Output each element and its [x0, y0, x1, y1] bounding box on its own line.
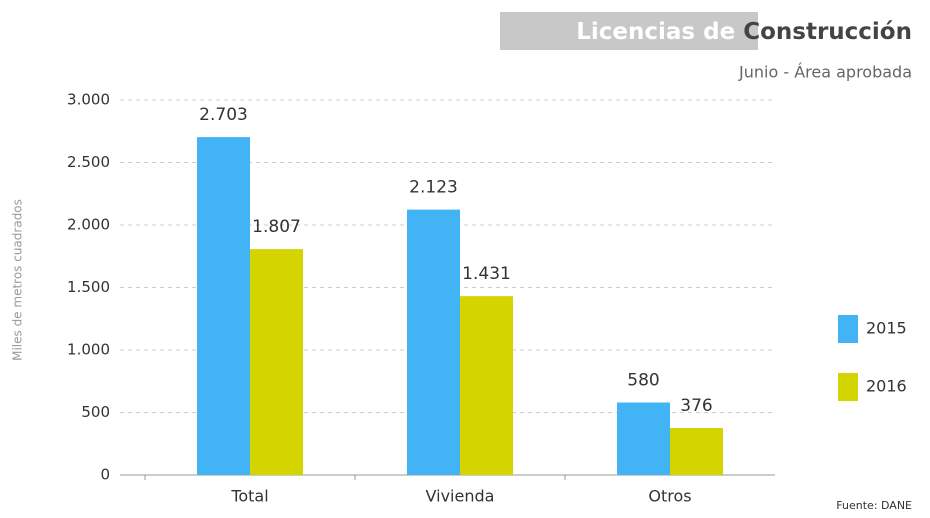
legend-swatch	[838, 373, 858, 401]
y-tick-label: 1.000	[67, 341, 110, 359]
subtitle: Junio - Área aprobada	[738, 63, 912, 82]
y-tick-label: 1.500	[67, 278, 110, 296]
y-tick-label: 2.000	[67, 216, 110, 234]
value-label: 580	[627, 371, 659, 391]
bar	[460, 296, 513, 475]
source: Fuente: DANE	[836, 499, 912, 512]
x-tick-label: Otros	[648, 487, 691, 506]
legend-swatch	[838, 315, 858, 343]
title-box	[500, 12, 758, 50]
title-main: Construcción	[743, 19, 912, 45]
bar	[407, 209, 460, 475]
y-tick-label: 500	[81, 403, 110, 421]
y-axis-label: Miles de metros cuadrados	[11, 199, 25, 361]
bar	[617, 402, 670, 475]
value-label: 2.703	[199, 105, 248, 125]
y-tick-label: 3.000	[67, 91, 110, 109]
value-label: 1.807	[252, 217, 301, 237]
chart-title: Licencias de Construcción	[576, 19, 912, 45]
title-highlight: Licencias de	[576, 19, 735, 45]
value-label: 1.431	[462, 264, 511, 284]
legend-label: 2015	[866, 319, 907, 338]
legend-label: 2016	[866, 377, 907, 396]
x-tick-label: Vivienda	[426, 487, 495, 506]
y-tick-label: 2.500	[67, 153, 110, 171]
bar	[670, 428, 723, 475]
bar	[197, 137, 250, 475]
bar	[250, 249, 303, 475]
value-label: 2.123	[409, 178, 458, 198]
value-label: 376	[680, 396, 712, 416]
y-tick-label: 0	[100, 466, 110, 484]
x-tick-label: Total	[230, 487, 268, 506]
